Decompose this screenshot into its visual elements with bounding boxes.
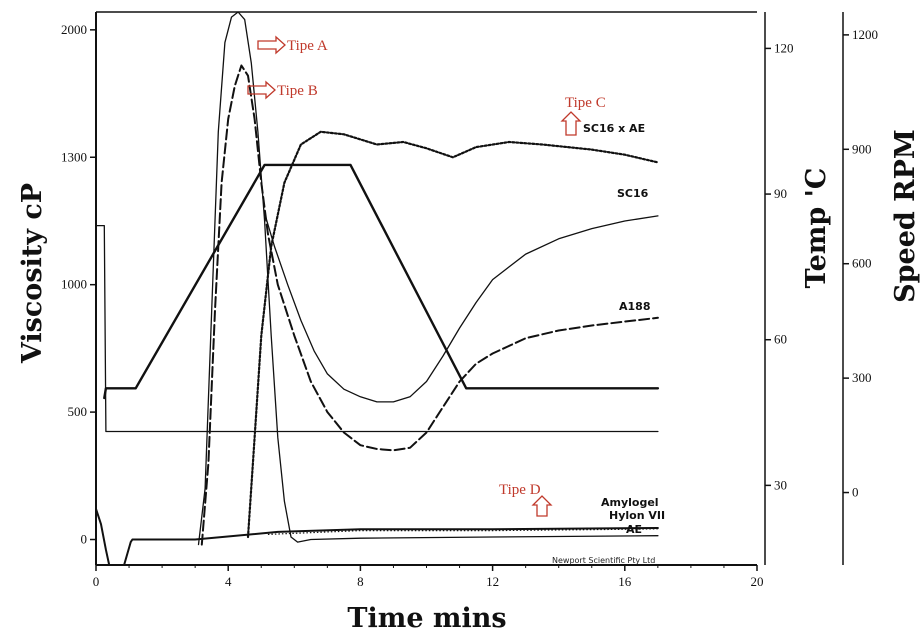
axes-layer: 0 4 8 12 16 200500100013002000306090120030060… [61, 11, 878, 589]
tipe-a-annotation: Tipe A [257, 35, 328, 55]
arrow-up-icon [531, 495, 553, 517]
y-axis-title-temp: Temp 'C [801, 168, 832, 289]
y-tick-label-viscosity: 1000 [61, 277, 87, 292]
curve-label-hylon: Hylon VII [609, 509, 665, 522]
series-line-temperature [103, 163, 660, 400]
curve-label-amylogel: Amylogel [601, 496, 659, 509]
curve-label-a188: A188 [619, 300, 650, 313]
tipe-c-annotation: Tipe C [560, 95, 606, 136]
curve-label-ae: AE [626, 523, 642, 536]
y-tick-label-viscosity: 2000 [61, 22, 87, 37]
series-line-tipe-d [95, 507, 659, 566]
arrow-right-icon [257, 35, 286, 55]
series-line-sc16-x-ae [246, 130, 660, 539]
arrow-up-icon [560, 111, 582, 136]
y-tick-label-temp: 90 [774, 186, 787, 201]
y-axis-title-speed: Speed RPM [890, 129, 920, 303]
tipe-a-label: Tipe A [287, 38, 328, 54]
x-tick-label: 16 [618, 574, 632, 589]
y-tick-label-speed: 0 [852, 485, 859, 500]
series-line-tipe-b [200, 64, 659, 546]
credit-text: Newport Scientific Pty Ltd [552, 556, 655, 565]
y-tick-label-speed: 1200 [852, 27, 878, 42]
y-tick-label-temp: 120 [774, 40, 794, 55]
x-tick-label: 20 [751, 574, 764, 589]
series-line-speed [95, 224, 659, 433]
series-line-low-viscosity-bundle [267, 528, 658, 535]
x-tick-label: 0 [93, 574, 100, 589]
x-tick-label: 12 [486, 574, 499, 589]
y-tick-label-speed: 900 [852, 141, 872, 156]
tipe-d-label: Tipe D [499, 482, 541, 498]
curve-label-sc16: SC16 [617, 187, 649, 200]
y-tick-label-viscosity: 0 [81, 532, 88, 547]
curve-label-sc16xae: SC16 x AE [583, 122, 645, 135]
arrow-right-icon [247, 80, 276, 100]
series-line-sc16 [263, 212, 659, 403]
labels-layer: SC16 x AE SC16 A188 Amylogel Hylon VII A… [17, 35, 920, 634]
y-tick-label-temp: 60 [774, 332, 787, 347]
y-tick-label-speed: 600 [852, 256, 872, 271]
x-tick-label: 4 [225, 574, 232, 589]
tipe-d-annotation: Tipe D [499, 482, 553, 517]
tipe-c-label: Tipe C [565, 95, 606, 111]
y-tick-label-viscosity: 500 [68, 404, 88, 419]
tipe-b-label: Tipe B [277, 83, 318, 99]
y-tick-label-speed: 300 [852, 370, 872, 385]
tipe-b-annotation: Tipe B [247, 80, 318, 100]
x-axis-title: Time mins [347, 603, 506, 634]
y-tick-label-temp: 30 [774, 477, 787, 492]
series-layer [95, 11, 660, 566]
y-tick-label-viscosity: 1300 [61, 149, 87, 164]
x-tick-label: 8 [357, 574, 364, 589]
y-axis-title-viscosity: Viscosity cP [17, 183, 48, 364]
